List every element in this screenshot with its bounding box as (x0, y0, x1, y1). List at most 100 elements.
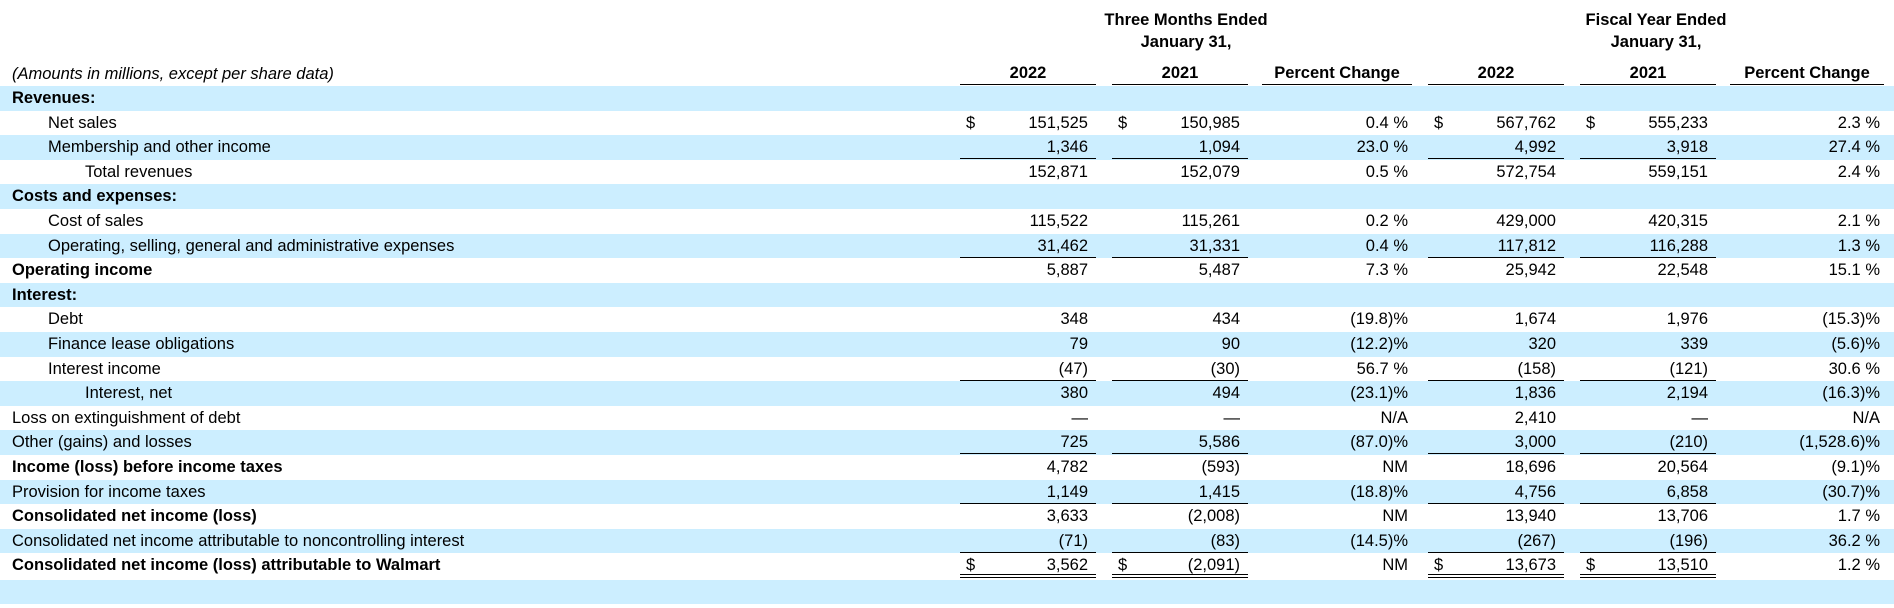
table-row: Total revenues 152,871 152,079 0.5 % 572,754… (0, 160, 1894, 185)
cell-value: 3,562 (1046, 556, 1088, 575)
cell-q-2021: 152,079 (1112, 160, 1248, 185)
cell-value: 25,942 (1505, 261, 1556, 280)
cell-q-2022: $151,525 (960, 111, 1096, 136)
cell-value: (30) (1210, 359, 1240, 378)
currency-symbol: $ (1586, 556, 1596, 575)
cell-fy-2022: 4,756 (1428, 480, 1564, 504)
cell-fy-2022: 429,000 (1428, 209, 1564, 234)
cell-value: 0.4 % (1365, 113, 1408, 132)
column-header-fy-2022: 2022 (1428, 62, 1564, 85)
cell-q-2022: 152,871 (960, 160, 1096, 185)
cell-q-2021: 494 (1112, 381, 1248, 406)
cell-q-2021: (593) (1112, 455, 1248, 480)
cell-value: (15.3)% (1822, 310, 1880, 329)
cell-fy-2022 (1428, 184, 1564, 209)
cell-q-pct-change: N/A (1262, 406, 1412, 431)
table-bottom-band (0, 580, 1894, 604)
cell-q-2022 (960, 86, 1096, 111)
cell-q-2022: 380 (960, 381, 1096, 406)
cell-fy-2022: 25,942 (1428, 258, 1564, 283)
cell-value: 5,586 (1198, 433, 1240, 452)
cell-fy-pct-change (1730, 283, 1884, 308)
cell-fy-2021: 420,315 (1580, 209, 1716, 234)
column-header-q-percent-change: Percent Change (1262, 62, 1412, 85)
cell-value: 36.2 % (1828, 531, 1880, 550)
cell-q-2022 (960, 283, 1096, 308)
cell-value: 3,000 (1514, 433, 1556, 452)
cell-value: 3,918 (1666, 138, 1708, 157)
cell-q-2022: 1,346 (960, 135, 1096, 160)
cell-fy-2022: 2,410 (1428, 406, 1564, 431)
cell-q-pct-change (1262, 283, 1412, 308)
cell-fy-pct-change: 36.2 % (1730, 529, 1884, 554)
column-header-q-2022: 2022 (960, 62, 1096, 85)
cell-value: 1,976 (1666, 310, 1708, 329)
cell-q-2022: 79 (960, 332, 1096, 357)
column-header-fy-2021: 2021 (1580, 62, 1716, 85)
cell-q-2022: 115,522 (960, 209, 1096, 234)
cell-value: 6,858 (1666, 482, 1708, 501)
cell-q-2021: 434 (1112, 307, 1248, 332)
cell-fy-2022: 4,992 (1428, 135, 1564, 160)
row-label: Finance lease obligations (48, 334, 235, 353)
cell-fy-2021: 559,151 (1580, 160, 1716, 185)
cell-value: 380 (1060, 384, 1088, 403)
cell-value: 7.3 % (1365, 261, 1408, 280)
cell-value: 22,548 (1657, 261, 1708, 280)
cell-fy-pct-change: 2.3 % (1730, 111, 1884, 136)
cell-q-pct-change: 0.4 % (1262, 111, 1412, 136)
currency-symbol: $ (1434, 556, 1444, 575)
cell-value: (71) (1058, 531, 1088, 550)
cell-value: 115,522 (1029, 211, 1088, 230)
table-row: Membership and other income 1,346 1,094 23.… (0, 135, 1894, 160)
cell-value: 23.0 % (1356, 138, 1408, 157)
cell-q-2022 (960, 184, 1096, 209)
cell-q-pct-change: (12.2)% (1262, 332, 1412, 357)
cell-value: (83) (1210, 531, 1240, 550)
cell-fy-2022: 13,940 (1428, 504, 1564, 529)
cell-q-pct-change (1262, 86, 1412, 111)
cell-value: 152,079 (1180, 162, 1240, 181)
table-row: Consolidated net income (loss) attributa… (0, 553, 1894, 578)
cell-q-2022: (71) (960, 529, 1096, 553)
table-row: Costs and expenses: (0, 184, 1894, 209)
cell-value: 27.4 % (1828, 138, 1880, 157)
cell-q-pct-change: (87.0)% (1262, 430, 1412, 455)
cell-value: 13,940 (1505, 507, 1556, 526)
currency-symbol: $ (1118, 556, 1128, 575)
cell-value: 115,261 (1181, 211, 1240, 230)
table-row: Income (loss) before income taxes 4,782 (5… (0, 455, 1894, 480)
cell-value: 320 (1528, 334, 1556, 353)
cell-q-2021 (1112, 184, 1248, 209)
cell-value: (267) (1517, 531, 1556, 550)
cell-fy-2021: — (1580, 406, 1716, 431)
table-row: Consolidated net income (loss) 3,633 (2,00… (0, 504, 1894, 529)
cell-value: 567,762 (1496, 113, 1556, 132)
cell-value: 0.4 % (1365, 236, 1408, 255)
row-label: Interest income (48, 359, 161, 378)
table-row: Operating, selling, general and administ… (0, 233, 1894, 259)
cell-q-2021 (1112, 283, 1248, 308)
cell-fy-pct-change: 15.1 % (1730, 258, 1884, 283)
cell-value: 2.4 % (1837, 162, 1880, 181)
table-row: Interest, net 380 494 (23.1)% 1,836 2,194 (16.… (0, 381, 1894, 406)
currency-symbol: $ (1118, 113, 1128, 132)
cell-q-pct-change: 0.2 % (1262, 209, 1412, 234)
cell-value: — (1071, 408, 1089, 427)
cell-q-pct-change: (23.1)% (1262, 381, 1412, 406)
cell-fy-2021: (196) (1580, 529, 1716, 553)
cell-value: (1,528.6)% (1799, 433, 1880, 452)
cell-value: NM (1382, 457, 1408, 476)
table-row: Revenues: (0, 86, 1894, 111)
row-label: Loss on extinguishment of debt (12, 408, 241, 427)
cell-value: 0.2 % (1365, 211, 1408, 230)
row-label: Total revenues (85, 162, 193, 181)
cell-value: 116,288 (1649, 236, 1708, 255)
row-label: Provision for income taxes (12, 482, 206, 501)
cell-value: (121) (1669, 359, 1708, 378)
cell-fy-pct-change: 2.4 % (1730, 160, 1884, 185)
cell-q-pct-change: NM (1262, 553, 1412, 578)
cell-fy-pct-change: 1.3 % (1730, 234, 1884, 259)
cell-q-2022: 31,462 (960, 234, 1096, 258)
